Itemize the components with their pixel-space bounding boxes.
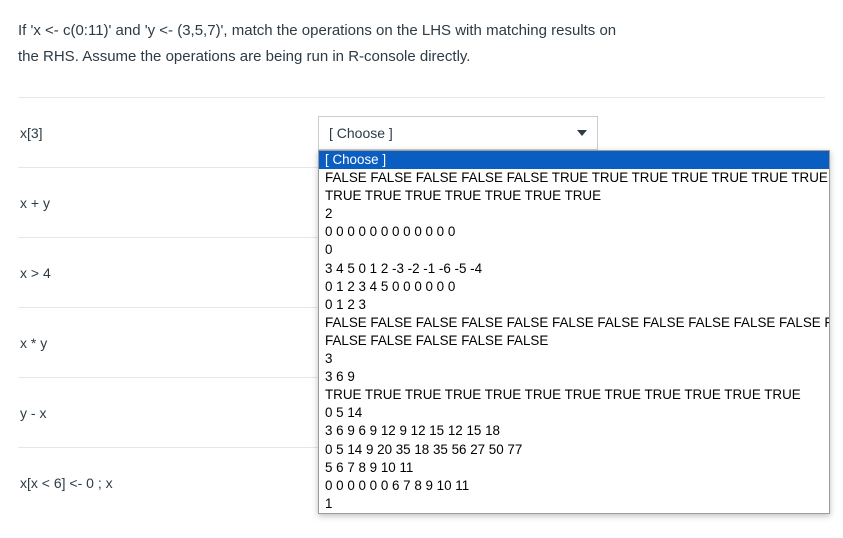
question-line-2: the RHS. Assume the operations are being… bbox=[18, 48, 470, 65]
dropdown-option[interactable]: TRUE TRUE TRUE TRUE TRUE TRUE TRUE bbox=[319, 187, 829, 205]
dropdown-option[interactable]: TRUE TRUE TRUE TRUE TRUE TRUE TRUE TRUE … bbox=[319, 386, 829, 404]
dropdown-option[interactable]: 3 4 5 0 1 2 -3 -2 -1 -6 -5 -4 bbox=[319, 260, 829, 278]
dropdown-option[interactable]: 0 0 0 0 0 0 0 0 0 0 0 0 bbox=[319, 223, 829, 241]
dropdown-option[interactable]: 0 1 2 3 bbox=[319, 296, 829, 314]
dropdown-option[interactable]: 2 bbox=[319, 205, 829, 223]
dropdown-option[interactable]: FALSE FALSE FALSE FALSE FALSE bbox=[319, 332, 829, 350]
answer-dropdown-popup[interactable]: [ Choose ]FALSE FALSE FALSE FALSE FALSE … bbox=[318, 150, 830, 514]
dropdown-option[interactable]: 5 6 7 8 9 10 11 bbox=[319, 459, 829, 477]
dropdown-option[interactable]: 0 1 2 3 4 5 0 0 0 0 0 0 bbox=[319, 278, 829, 296]
quiz-matching-question: If 'x <- c(0:11)' and 'y <- (3,5,7)', ma… bbox=[0, 0, 843, 527]
dropdown-option[interactable]: 0 5 14 bbox=[319, 404, 829, 422]
select-value: [ Choose ] bbox=[329, 125, 393, 141]
dropdown-option[interactable]: FALSE FALSE FALSE FALSE FALSE TRUE TRUE … bbox=[319, 169, 829, 187]
lhs-label: x + y bbox=[18, 195, 318, 211]
chevron-down-icon bbox=[577, 130, 587, 136]
dropdown-option[interactable]: 0 5 14 9 20 35 18 35 56 27 50 77 bbox=[319, 441, 829, 459]
lhs-label: x[x < 6] <- 0 ; x bbox=[18, 475, 318, 491]
dropdown-option[interactable]: 1 bbox=[319, 495, 829, 513]
rhs-cell: [ Choose ] bbox=[318, 116, 825, 150]
answer-select[interactable]: [ Choose ] bbox=[318, 116, 598, 150]
question-line-1: If 'x <- c(0:11)' and 'y <- (3,5,7)', ma… bbox=[18, 22, 616, 39]
dropdown-option[interactable]: FALSE FALSE FALSE FALSE FALSE FALSE FALS… bbox=[319, 314, 829, 332]
dropdown-option[interactable]: 3 6 9 bbox=[319, 368, 829, 386]
dropdown-option[interactable]: 0 bbox=[319, 241, 829, 259]
lhs-label: y - x bbox=[18, 405, 318, 421]
question-text: If 'x <- c(0:11)' and 'y <- (3,5,7)', ma… bbox=[18, 18, 678, 69]
dropdown-option[interactable]: 3 6 9 6 9 12 9 12 15 12 15 18 bbox=[319, 422, 829, 440]
dropdown-option[interactable]: 0 0 0 0 0 0 6 7 8 9 10 11 bbox=[319, 477, 829, 495]
dropdown-option[interactable]: [ Choose ] bbox=[319, 151, 829, 169]
lhs-label: x > 4 bbox=[18, 265, 318, 281]
lhs-label: x * y bbox=[18, 335, 318, 351]
dropdown-option[interactable]: 3 bbox=[319, 350, 829, 368]
lhs-label: x[3] bbox=[18, 125, 318, 141]
dropdown-listbox[interactable]: [ Choose ]FALSE FALSE FALSE FALSE FALSE … bbox=[319, 151, 829, 513]
